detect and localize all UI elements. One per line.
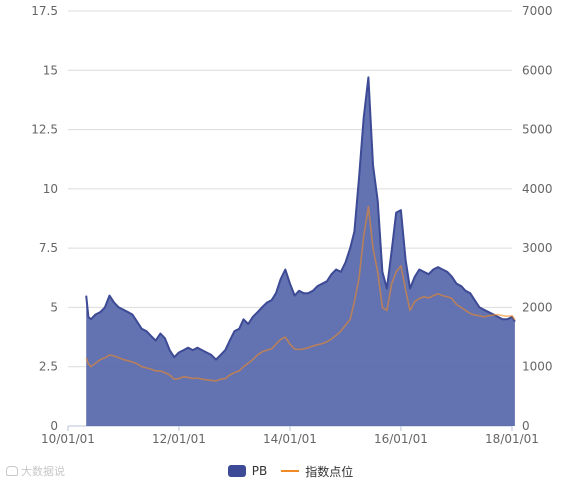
y-right-tick-label: 2000 [522,300,553,314]
y-left-tick-label: 15 [43,63,58,77]
watermark-text: 大数据说 [21,465,65,478]
y-right-tick-label: 4000 [522,182,553,196]
y-right-tick-label: 7000 [522,4,553,18]
pb-line [85,76,516,361]
y-right-tick-label: 5000 [522,123,553,137]
y-left-tick-label: 17.5 [31,4,58,18]
x-tick-label: 14/01/01 [263,432,317,446]
y-left-tick-label: 7.5 [39,241,58,255]
legend-label-index: 指数点位 [305,464,354,479]
legend-swatch-index [281,470,300,472]
legend-label-pb: PB [251,464,268,478]
y-right-tick-label: 6000 [522,63,553,77]
legend-item-index[interactable]: 指数点位 [281,463,353,480]
y-right-tick-label: 0 [522,419,530,433]
legend-swatch-pb [227,465,246,477]
y-left-tick-label: 12.5 [31,123,58,137]
index-line [85,205,516,382]
x-tick-label: 18/01/01 [485,432,539,446]
y-right-tick-label: 3000 [522,241,553,255]
x-tick-label: 16/01/01 [374,432,428,446]
x-tick-label: 12/01/01 [152,432,206,446]
y-left-tick-label: 5 [50,300,58,314]
watermark-logo-icon [6,466,18,476]
legend-item-pb[interactable]: PB [227,464,268,478]
x-tick-label: 10/01/01 [41,432,95,446]
y-left-tick-label: 0 [50,419,58,433]
watermark: 大数据说 [6,463,65,479]
y-right-tick-label: 1000 [522,360,553,374]
pb-area [86,77,515,427]
legend: PB 指数点位 [0,460,581,482]
y-left-tick-label: 10 [43,182,58,196]
y-left-tick-label: 2.5 [39,360,58,374]
